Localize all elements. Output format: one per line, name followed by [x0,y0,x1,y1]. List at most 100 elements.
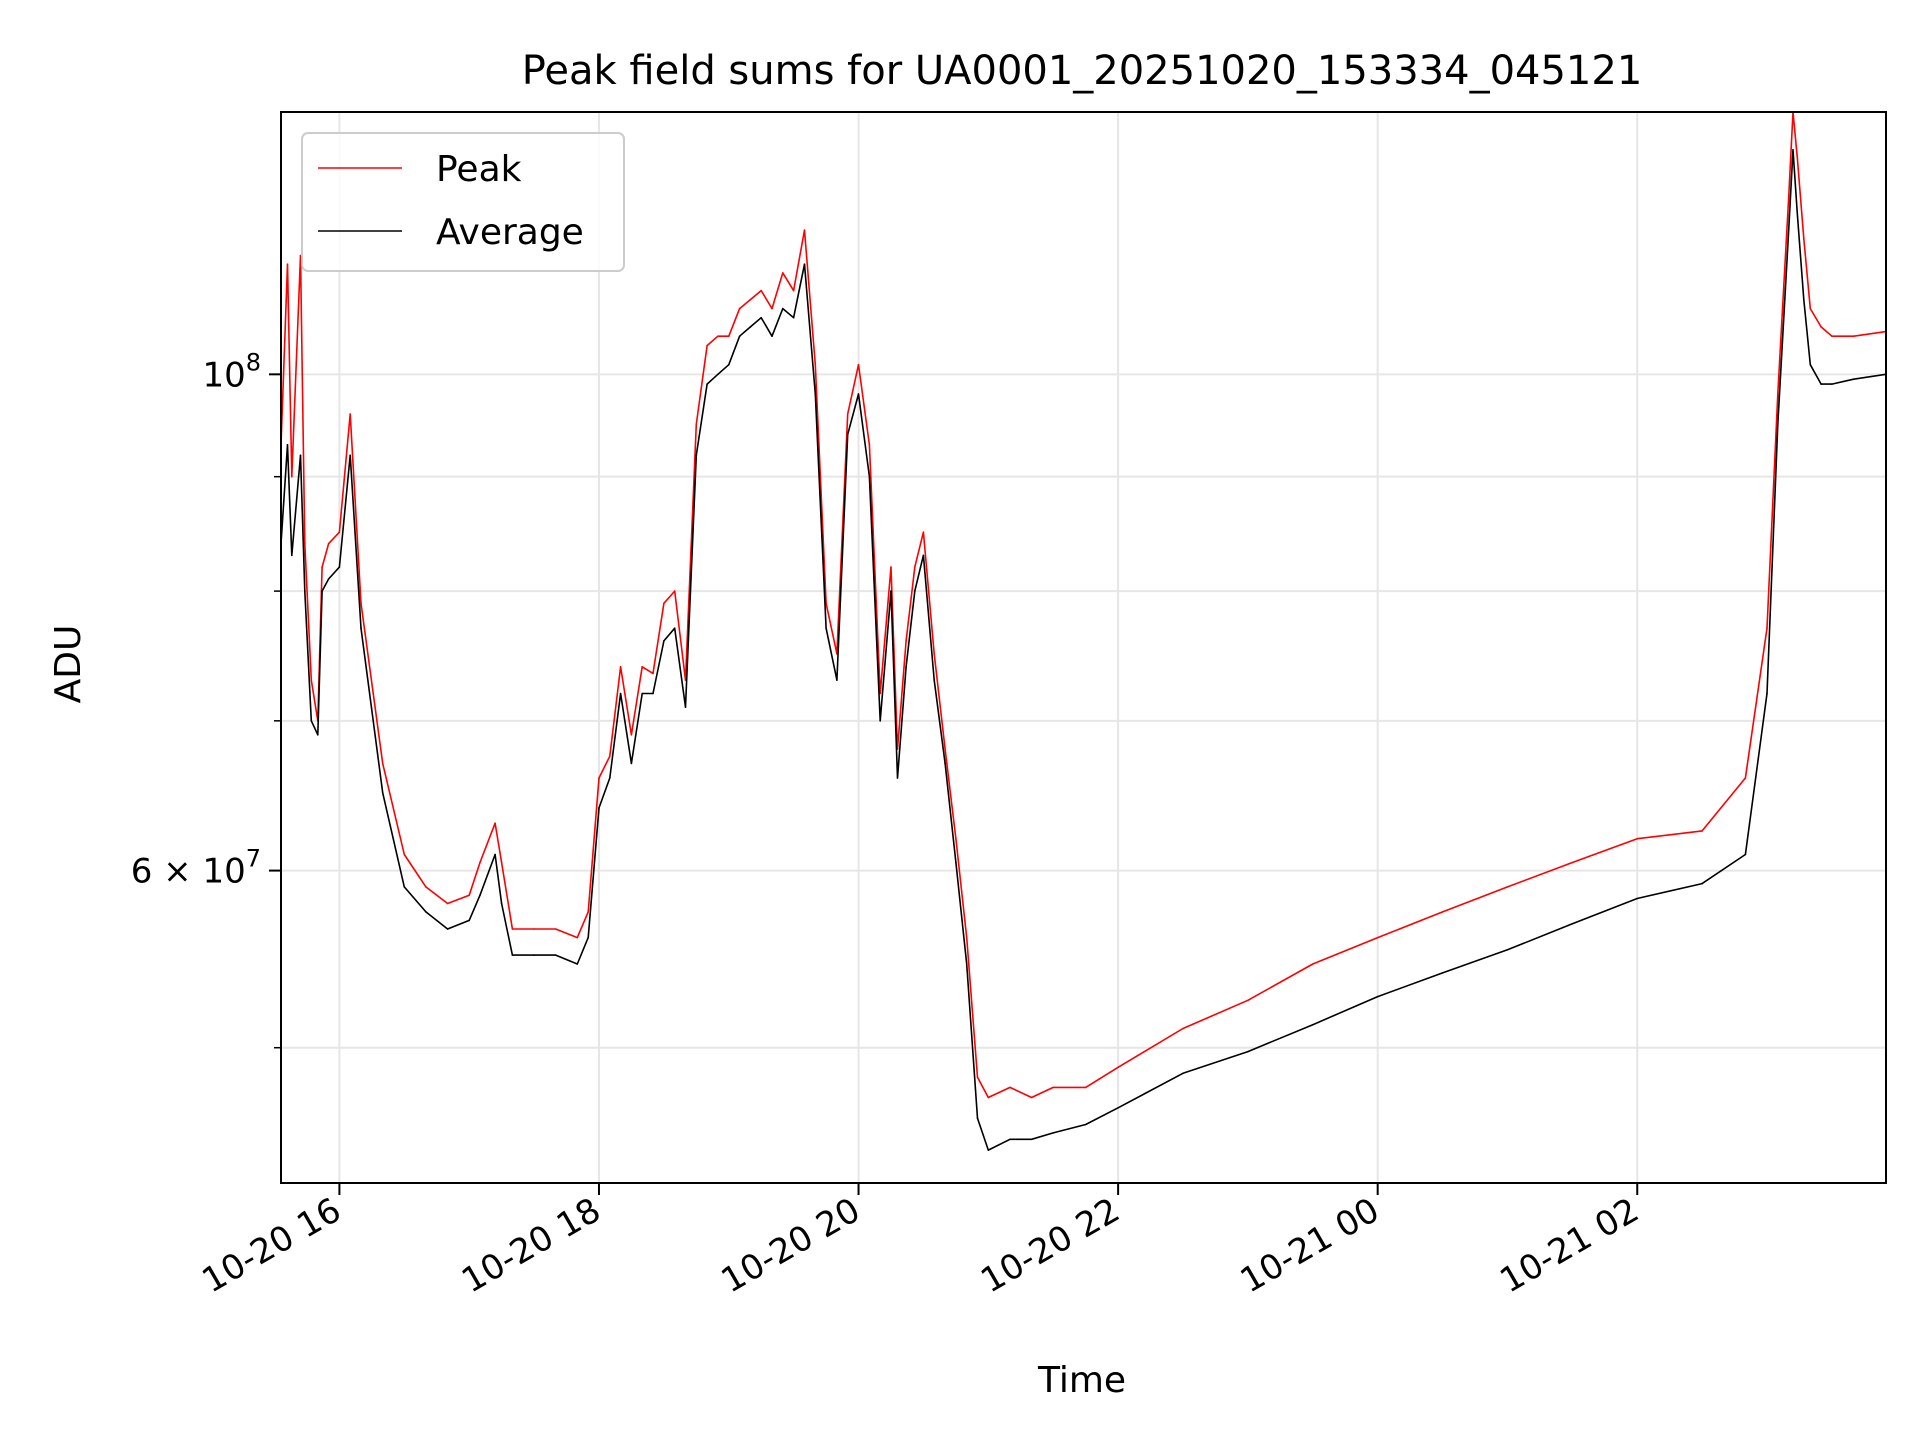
data-point-average [879,720,881,722]
data-point-average [468,919,471,922]
data-point-peak [933,653,935,655]
data-point-peak [749,298,752,301]
data-point-average [944,762,946,765]
y-tick-label: 6 × 107 [131,845,261,892]
data-point-average [1571,923,1574,925]
data-point-peak [1571,861,1574,864]
data-point-average [955,861,957,864]
data-point-peak [1852,335,1855,338]
legend-label-peak: Peak [436,149,522,190]
data-point-average [1701,882,1703,885]
data-point-average [641,692,643,695]
data-point-average [403,886,406,888]
data-point-average [299,454,302,457]
data-point-average [630,762,633,765]
data-point-peak [1030,1096,1033,1099]
data-point-average [914,590,916,592]
series-layer [281,112,1886,1151]
data-point-peak [987,1096,990,1099]
data-point-average [905,666,907,668]
data-point-peak [1831,335,1833,338]
data-point-average [1376,995,1379,998]
data-point-average [310,720,313,722]
data-point-peak [1809,307,1812,310]
chart-title: Peak field sums for UA0001_20251020_1533… [522,48,1643,94]
data-point-average [1796,212,1799,215]
data-point-average [479,894,481,896]
data-point-peak [1084,1086,1087,1089]
data-point-average [1009,1138,1011,1141]
data-point-peak [1182,1027,1184,1030]
data-point-average [494,853,496,856]
data-point-average [1831,383,1833,385]
data-point-average [1052,1132,1054,1134]
data-point-average [381,792,384,794]
data-point-average [1506,949,1509,951]
axes-frame [280,111,1887,1184]
data-point-average [1777,423,1779,426]
data-point-peak [619,666,622,668]
data-point-average [1803,298,1805,301]
data-point-average [857,393,860,395]
data-point-peak [630,734,633,736]
data-point-peak [321,566,323,568]
data-point-peak [1636,837,1638,840]
data-point-peak [360,602,362,605]
data-point-average [1030,1138,1033,1141]
data-point-average [1852,378,1855,381]
data-point-average [896,777,899,779]
data-point-average [1084,1123,1087,1126]
data-point-peak [728,335,730,338]
data-point-peak [738,307,741,310]
x-axis-label: Time [1037,1360,1126,1401]
data-point-peak [976,1076,979,1079]
data-point-peak [965,936,968,939]
data-point-peak [1441,911,1444,913]
data-point-average [511,954,514,956]
data-point-average [304,590,306,592]
data-point-average [1441,972,1444,974]
data-point-peak [576,936,579,939]
data-point-peak [1376,936,1379,939]
data-point-peak [641,666,643,668]
data-point-peak [663,602,665,605]
data-point-average [321,590,323,592]
data-point-peak [1701,830,1703,832]
data-point-average [760,316,762,319]
data-point-peak [1787,196,1790,198]
data-point-peak [511,928,514,930]
data-point-peak [291,475,293,478]
data-point-average [976,1117,979,1119]
data-point-average [771,335,773,338]
data-point-average [684,706,687,708]
data-point-peak [1777,393,1779,395]
y-axis-label: ADU [48,625,89,704]
data-point-peak [349,413,352,415]
data-point-average [1117,1107,1119,1109]
data-point-peak [803,229,806,231]
legend-label-average: Average [436,212,584,253]
data-point-peak [446,902,449,905]
data-point-average [738,335,741,338]
data-point-average [728,363,730,366]
y-tick-label: 108 [202,348,261,395]
data-point-average [1792,149,1794,151]
data-point-average [1787,229,1790,231]
data-point-peak [857,363,860,366]
data-point-average [1636,897,1638,900]
data-point-peak [1052,1086,1054,1089]
data-point-peak [587,911,589,913]
data-point-peak [338,531,341,533]
data-point-average [965,963,968,965]
data-point-peak [1820,326,1822,328]
data-point-average [338,566,341,568]
data-point-peak [760,289,762,292]
data-point-peak [673,590,676,592]
data-point-average [1820,383,1822,385]
data-point-peak [304,542,306,545]
data-point-average [286,444,289,446]
data-point-average [803,263,806,266]
data-point-average [1247,1050,1249,1053]
data-point-average [500,902,503,905]
data-point-peak [944,748,946,750]
